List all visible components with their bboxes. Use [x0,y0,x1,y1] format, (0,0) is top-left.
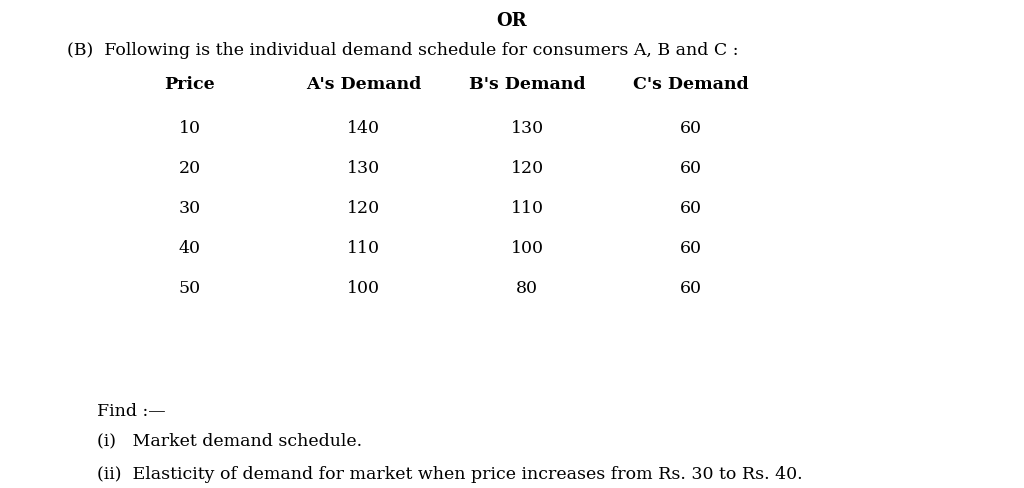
Text: 40: 40 [178,240,201,257]
Text: 80: 80 [516,280,539,297]
Text: Price: Price [164,76,215,93]
Text: 60: 60 [680,120,702,137]
Text: 140: 140 [347,120,380,137]
Text: C's Demand: C's Demand [634,76,749,93]
Text: 100: 100 [511,240,544,257]
Text: 50: 50 [178,280,201,297]
Text: (ii)  Elasticity of demand for market when price increases from Rs. 30 to Rs. 40: (ii) Elasticity of demand for market whe… [97,465,803,482]
Text: 130: 130 [511,120,544,137]
Text: 120: 120 [511,160,544,177]
Text: 60: 60 [680,240,702,257]
Text: A's Demand: A's Demand [306,76,421,93]
Text: B's Demand: B's Demand [469,76,586,93]
Text: 110: 110 [511,200,544,217]
Text: (B)  Following is the individual demand schedule for consumers A, B and C :: (B) Following is the individual demand s… [67,41,738,59]
Text: 100: 100 [347,280,380,297]
Text: 20: 20 [178,160,201,177]
Text: 60: 60 [680,280,702,297]
Text: (i)   Market demand schedule.: (i) Market demand schedule. [97,432,362,449]
Text: 130: 130 [347,160,380,177]
Text: 120: 120 [347,200,380,217]
Text: 60: 60 [680,200,702,217]
Text: OR: OR [497,12,527,30]
Text: Find :—: Find :— [97,403,166,420]
Text: 110: 110 [347,240,380,257]
Text: 10: 10 [178,120,201,137]
Text: 60: 60 [680,160,702,177]
Text: 30: 30 [178,200,201,217]
